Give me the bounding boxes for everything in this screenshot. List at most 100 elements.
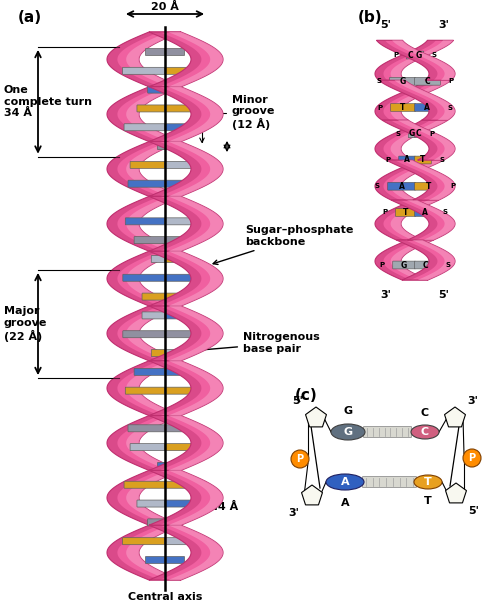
Polygon shape [107, 470, 181, 525]
Polygon shape [387, 160, 455, 200]
Polygon shape [377, 40, 438, 80]
FancyBboxPatch shape [157, 143, 165, 149]
Polygon shape [168, 361, 223, 416]
Polygon shape [107, 86, 182, 142]
Polygon shape [446, 483, 466, 503]
Polygon shape [149, 32, 223, 86]
FancyBboxPatch shape [363, 427, 411, 437]
Polygon shape [391, 200, 439, 240]
Polygon shape [377, 40, 455, 80]
Text: C: C [421, 408, 429, 418]
FancyBboxPatch shape [164, 67, 207, 74]
FancyBboxPatch shape [148, 86, 165, 93]
FancyBboxPatch shape [415, 182, 443, 190]
Polygon shape [126, 361, 181, 416]
Polygon shape [305, 407, 327, 427]
Polygon shape [107, 86, 160, 142]
Polygon shape [396, 240, 438, 280]
FancyBboxPatch shape [151, 256, 165, 262]
FancyBboxPatch shape [134, 236, 165, 244]
Polygon shape [382, 120, 438, 160]
Text: C: C [423, 260, 429, 269]
Polygon shape [107, 142, 160, 196]
Polygon shape [375, 240, 434, 280]
FancyBboxPatch shape [164, 161, 200, 169]
Text: T: T [420, 155, 426, 164]
Polygon shape [168, 196, 223, 251]
Polygon shape [301, 485, 322, 505]
FancyBboxPatch shape [164, 143, 173, 149]
FancyBboxPatch shape [151, 350, 165, 356]
Text: 3.4 Å: 3.4 Å [206, 502, 238, 512]
Ellipse shape [411, 425, 439, 439]
Polygon shape [445, 407, 465, 427]
FancyBboxPatch shape [164, 218, 205, 225]
Polygon shape [168, 470, 223, 525]
Polygon shape [391, 120, 448, 160]
Text: P: P [450, 183, 455, 189]
FancyBboxPatch shape [124, 481, 165, 488]
Text: 3': 3' [381, 290, 392, 300]
FancyBboxPatch shape [415, 156, 431, 164]
Polygon shape [126, 196, 182, 251]
FancyBboxPatch shape [164, 387, 205, 394]
Polygon shape [148, 142, 223, 196]
Text: C: C [421, 427, 429, 437]
FancyBboxPatch shape [164, 180, 202, 187]
FancyBboxPatch shape [399, 156, 415, 164]
FancyBboxPatch shape [164, 557, 185, 563]
Text: S: S [447, 104, 452, 110]
FancyBboxPatch shape [415, 209, 435, 217]
Text: A: A [422, 208, 428, 217]
Polygon shape [168, 251, 223, 306]
Polygon shape [148, 361, 223, 416]
FancyBboxPatch shape [164, 350, 179, 356]
Text: G: G [416, 50, 422, 59]
Polygon shape [107, 32, 181, 86]
FancyBboxPatch shape [396, 209, 415, 217]
Text: S: S [375, 183, 380, 189]
Text: 5': 5' [381, 20, 392, 30]
Text: Central axis: Central axis [128, 592, 202, 600]
Polygon shape [168, 416, 223, 470]
Polygon shape [391, 200, 438, 240]
Text: Minor
groove
(12 Å): Minor groove (12 Å) [200, 95, 275, 142]
FancyBboxPatch shape [146, 49, 165, 55]
Circle shape [463, 449, 481, 467]
Text: G: G [344, 406, 352, 416]
FancyBboxPatch shape [415, 104, 440, 112]
Text: 3': 3' [439, 20, 449, 30]
Text: T: T [424, 477, 432, 487]
Text: S: S [377, 78, 382, 84]
FancyBboxPatch shape [393, 261, 415, 269]
FancyBboxPatch shape [164, 331, 207, 338]
FancyBboxPatch shape [130, 161, 165, 169]
FancyBboxPatch shape [142, 312, 165, 319]
Text: 3': 3' [289, 508, 299, 518]
Polygon shape [107, 525, 159, 580]
Polygon shape [126, 470, 181, 525]
FancyBboxPatch shape [164, 519, 182, 526]
FancyBboxPatch shape [415, 77, 441, 85]
Polygon shape [375, 80, 434, 120]
FancyBboxPatch shape [130, 443, 165, 451]
Polygon shape [375, 120, 430, 160]
Polygon shape [107, 470, 159, 525]
Polygon shape [107, 306, 160, 361]
Text: A: A [424, 103, 430, 112]
Text: S: S [446, 262, 450, 268]
Polygon shape [148, 361, 201, 416]
Text: G: G [401, 260, 407, 269]
FancyBboxPatch shape [128, 180, 165, 187]
Polygon shape [148, 306, 223, 361]
Text: P: P [297, 454, 303, 464]
Circle shape [291, 450, 309, 468]
Polygon shape [379, 80, 438, 120]
Text: S: S [432, 52, 437, 58]
Polygon shape [398, 120, 455, 160]
Polygon shape [375, 80, 451, 120]
FancyBboxPatch shape [415, 130, 422, 137]
Polygon shape [148, 86, 201, 142]
Polygon shape [149, 470, 223, 525]
Polygon shape [391, 240, 434, 280]
